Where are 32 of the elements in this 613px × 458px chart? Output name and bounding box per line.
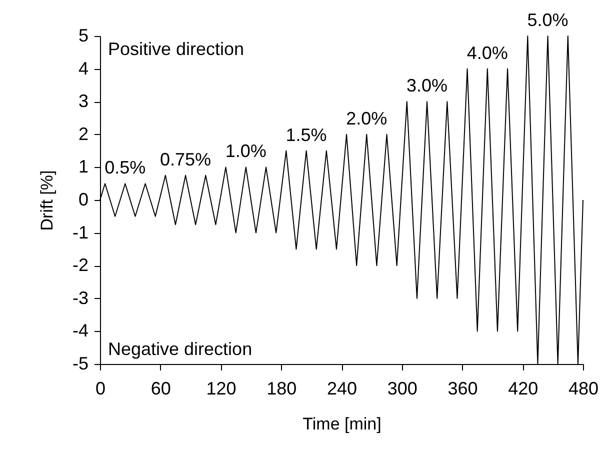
y-tick-label: 0	[78, 190, 88, 210]
annotation: 0.5%	[104, 158, 146, 178]
annotation: Negative direction	[108, 339, 252, 359]
x-tick-label: 60	[150, 378, 171, 398]
y-tick-label: -2	[72, 255, 88, 276]
x-tick-label: 120	[206, 378, 236, 398]
x-tick-label: 180	[266, 378, 297, 398]
x-axis-title: Time [min]	[302, 414, 382, 434]
x-tick-label: 0	[95, 378, 106, 398]
x-tick-label: 420	[508, 378, 538, 398]
annotation: 4.0%	[466, 42, 508, 63]
y-tick-label: -4	[72, 320, 88, 341]
annotation: 0.75%	[160, 149, 212, 170]
y-tick-label: 4	[78, 58, 88, 78]
x-tick-label: 480	[568, 378, 599, 398]
y-tick-label: 3	[78, 91, 88, 112]
y-tick-label: 5	[78, 26, 88, 46]
annotation: 1.5%	[286, 124, 327, 145]
annotation: 5.0%	[527, 10, 568, 30]
y-tick-label: -5	[72, 354, 88, 374]
x-tick-label: 300	[387, 378, 418, 398]
annotation: 1.0%	[225, 141, 266, 162]
y-tick-label: 2	[78, 124, 88, 144]
y-tick-label: 1	[78, 156, 88, 177]
annotation: Positive direction	[108, 39, 244, 59]
annotation: 2.0%	[346, 108, 388, 128]
annotation: 3.0%	[406, 76, 448, 96]
y-tick-label: -3	[72, 288, 88, 308]
x-tick-label: 360	[448, 378, 478, 398]
y-axis-title: Drift [%]	[37, 170, 56, 231]
x-tick-label: 240	[326, 378, 358, 398]
y-tick-label: -1	[72, 222, 88, 242]
